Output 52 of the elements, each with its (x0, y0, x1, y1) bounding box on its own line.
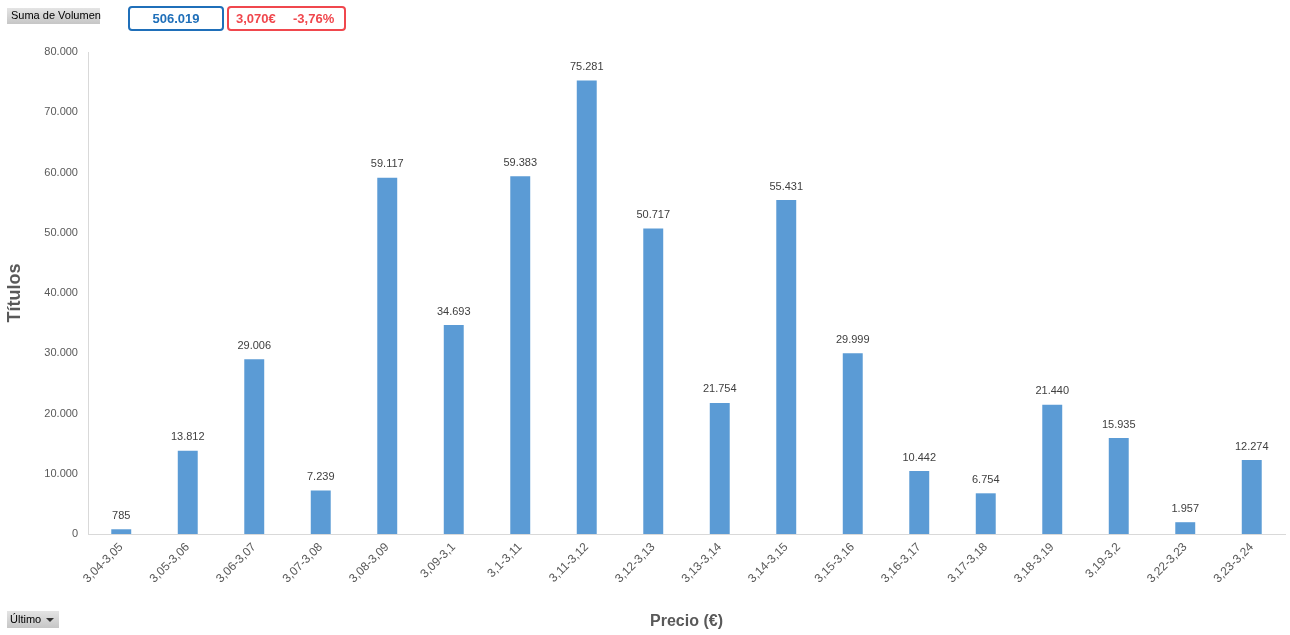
bar (1042, 404, 1063, 534)
y-tick-label: 0 (71, 527, 78, 540)
text: Suma de Volumen (11, 9, 101, 22)
y-tick-label: 30.000 (44, 346, 78, 359)
text: -3,76% (293, 11, 335, 26)
data-label: 12.274 (1234, 439, 1269, 452)
bar (377, 177, 398, 534)
bar (975, 493, 996, 534)
data-label: 21.440 (1035, 384, 1070, 397)
bar (709, 402, 730, 534)
y-axis-title: Títulos (3, 263, 24, 323)
bar (177, 450, 198, 534)
text: 506.019 (151, 11, 201, 26)
bar (1175, 522, 1196, 534)
bar (310, 490, 331, 534)
data-label: 50.717 (636, 207, 671, 220)
data-label: 7.239 (306, 469, 335, 482)
bar (111, 529, 132, 534)
bar (776, 200, 797, 534)
data-label: 10.442 (902, 450, 937, 463)
y-tick-label: 80.000 (44, 45, 78, 58)
bar (842, 353, 863, 534)
data-label: 59.383 (503, 155, 538, 168)
bar (643, 228, 664, 534)
data-label: 13.812 (170, 430, 205, 443)
bar (1108, 437, 1129, 534)
data-label: 55.431 (769, 179, 804, 192)
data-label: 1.957 (1171, 501, 1200, 514)
y-tick-label: 10.000 (44, 466, 78, 479)
data-label: 29.999 (835, 332, 870, 345)
bar (1241, 460, 1262, 534)
data-label: 6.754 (971, 472, 1000, 485)
data-label: 21.754 (702, 382, 737, 395)
data-label: 15.935 (1101, 417, 1136, 430)
bar (510, 176, 531, 534)
x-axis-title: Precio (€) (650, 611, 723, 629)
text: 3,070€ (236, 11, 276, 26)
y-tick-label: 50.000 (44, 225, 78, 238)
data-label: 34.693 (436, 304, 471, 317)
data-label: 59.117 (370, 157, 404, 170)
data-label: 785 (112, 508, 131, 521)
bar (443, 324, 464, 534)
y-tick-label: 40.000 (44, 286, 78, 299)
y-tick-label: 60.000 (44, 165, 78, 178)
text: Último (10, 613, 42, 626)
bar (244, 359, 265, 534)
bar (576, 80, 597, 534)
bar (909, 471, 930, 534)
y-tick-label: 20.000 (44, 406, 78, 419)
data-label: 29.006 (237, 338, 272, 351)
y-tick-label: 70.000 (44, 105, 78, 118)
data-label: 75.281 (569, 59, 604, 72)
